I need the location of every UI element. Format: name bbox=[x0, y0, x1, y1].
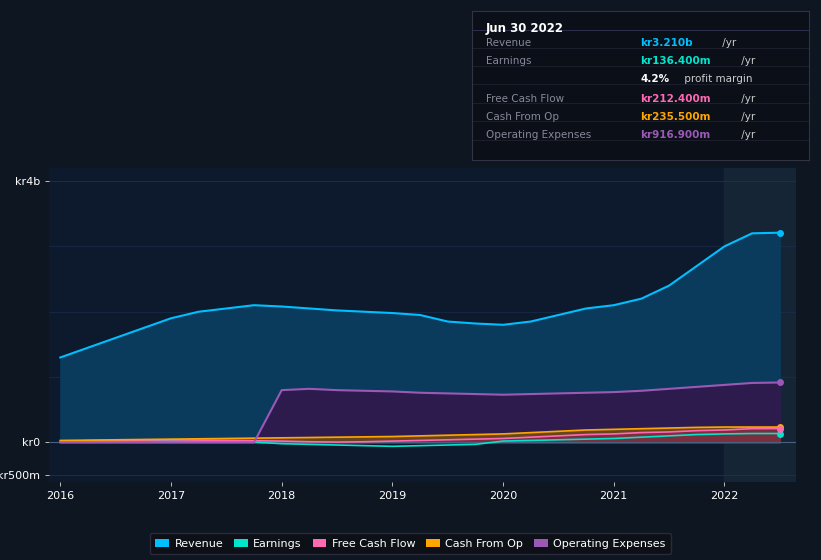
Text: Cash From Op: Cash From Op bbox=[485, 112, 558, 122]
Text: Earnings: Earnings bbox=[485, 56, 531, 66]
Text: kr136.400m: kr136.400m bbox=[640, 56, 711, 66]
Text: /yr: /yr bbox=[738, 112, 755, 122]
Text: kr235.500m: kr235.500m bbox=[640, 112, 711, 122]
Text: kr3.210b: kr3.210b bbox=[640, 38, 693, 48]
Text: kr212.400m: kr212.400m bbox=[640, 94, 711, 104]
Bar bbox=[724, 168, 796, 482]
Text: /yr: /yr bbox=[738, 130, 755, 140]
Text: Free Cash Flow: Free Cash Flow bbox=[485, 94, 564, 104]
Text: Jun 30 2022: Jun 30 2022 bbox=[485, 22, 563, 35]
Legend: Revenue, Earnings, Free Cash Flow, Cash From Op, Operating Expenses: Revenue, Earnings, Free Cash Flow, Cash … bbox=[150, 533, 671, 554]
Text: 4.2%: 4.2% bbox=[640, 73, 669, 83]
Text: Operating Expenses: Operating Expenses bbox=[485, 130, 591, 140]
Text: /yr: /yr bbox=[738, 94, 755, 104]
Text: profit margin: profit margin bbox=[681, 73, 753, 83]
Text: kr916.900m: kr916.900m bbox=[640, 130, 711, 140]
Text: /yr: /yr bbox=[719, 38, 736, 48]
Text: /yr: /yr bbox=[738, 56, 755, 66]
Text: Revenue: Revenue bbox=[485, 38, 530, 48]
